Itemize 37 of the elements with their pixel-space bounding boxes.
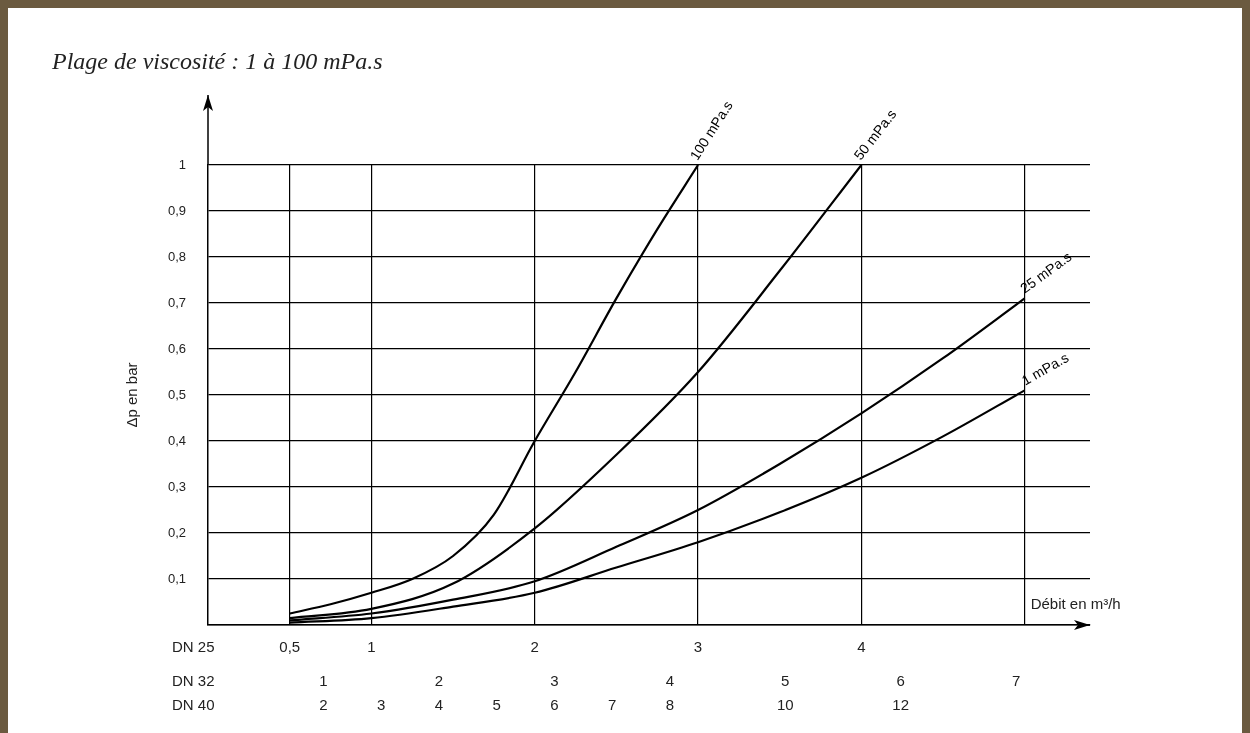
text: 12: [892, 696, 910, 714]
y-tick-label: 0,6: [167, 340, 187, 356]
x-tick-label: 4: [857, 638, 866, 656]
text: 7: [607, 696, 617, 714]
text: 4: [434, 696, 444, 714]
x2-tick-label: 6: [896, 672, 905, 690]
x2-tick-label: 2: [434, 672, 444, 690]
text: 8: [665, 696, 674, 714]
text: DN 40: [172, 696, 215, 714]
x-tick-label: 1: [367, 638, 376, 656]
x-tick-label: 2: [530, 638, 539, 656]
y-tick-label: 0,7: [167, 294, 187, 310]
x-tick-label: 0,5: [279, 638, 301, 656]
y-tick-label: 0,8: [167, 248, 187, 264]
x2-tick-label: 3: [550, 672, 559, 690]
y-tick-label: 0,5: [167, 386, 187, 402]
x2-tick-label: 4: [665, 672, 674, 690]
y-tick-label: 0,3: [167, 478, 187, 494]
x-tick-label: 3: [693, 638, 703, 656]
y-tick-label: 0,2: [167, 524, 187, 540]
x-axis-title: DN 25: [172, 638, 215, 656]
y-tick-label: 0,9: [167, 202, 187, 218]
text: 5: [492, 696, 501, 714]
y-axis-title: Δp en bar: [123, 362, 141, 428]
text: 2: [319, 696, 328, 714]
text: 10: [776, 696, 794, 714]
chart-title: Plage de viscosité : 1 à 100 mPa.s: [52, 48, 383, 75]
x2-tick-label: 1: [319, 672, 328, 690]
y-tick-label: 1: [178, 156, 187, 172]
text: 6: [550, 696, 559, 714]
x2-tick-label: 7: [1011, 672, 1021, 690]
x2-tick-label: 5: [781, 672, 790, 690]
annotation: Débit en m³/h: [1030, 595, 1121, 613]
x2-axis-title: DN 32: [172, 672, 215, 690]
y-tick-label: 0,1: [167, 570, 187, 586]
text: 3: [377, 696, 386, 714]
y-tick-label: 0,4: [167, 432, 187, 448]
